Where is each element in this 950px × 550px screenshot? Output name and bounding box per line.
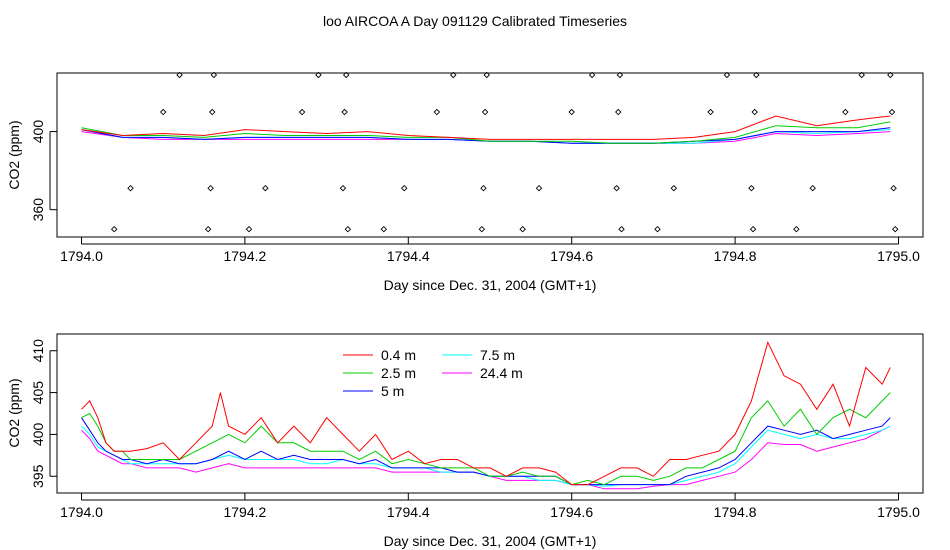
scatter-point — [208, 108, 216, 116]
scatter-point — [535, 184, 543, 192]
x-tick-label: 1794.6 — [550, 248, 593, 264]
scatter-point — [670, 184, 678, 192]
scatter-point — [891, 225, 899, 233]
x-tick-label: 1794.0 — [60, 248, 103, 264]
x-tick-label: 1794.8 — [714, 248, 757, 264]
x-tick-label: 1794.6 — [550, 504, 593, 520]
bottom-axes: 1794.0 1794.2 1794.4 1794.6 1794.8 1795.0 395 4… — [30, 339, 920, 520]
bottom-x-axis-label: Day since Dec. 31, 2004 (GMT+1) — [384, 533, 597, 549]
scatter-point — [481, 108, 489, 116]
scatter-point — [887, 71, 894, 79]
scatter-point — [748, 184, 755, 192]
scatter-point — [749, 225, 757, 233]
scatter-point — [888, 108, 896, 116]
scatter-point — [245, 225, 253, 233]
scatter-point — [341, 108, 348, 116]
x-tick-label: 1794.4 — [387, 504, 430, 520]
scatter-point — [615, 108, 622, 116]
scatter-point — [315, 71, 322, 79]
legend-entry: 0.4 m — [381, 347, 416, 363]
legend-entry: 5 m — [381, 383, 404, 399]
scatter-point — [204, 225, 212, 233]
y-tick-label: 410 — [30, 339, 46, 363]
y-tick-label: 405 — [30, 381, 46, 405]
y-tick-label: 400 — [30, 423, 46, 447]
scatter-point — [707, 108, 714, 116]
scatter-point — [480, 184, 487, 192]
scatter-point — [210, 71, 218, 79]
scatter-point — [127, 184, 134, 192]
scatter-point — [890, 184, 897, 192]
bottom-plot-frame — [56, 333, 924, 494]
scatter-point — [262, 184, 269, 192]
bottom-y-axis-label: CO2 (ppm) — [6, 378, 22, 447]
y-tick-label: 360 — [30, 198, 46, 222]
top-panel: 1794.0 1794.2 1794.4 1794.6 1794.8 1795.0 360 4… — [6, 71, 924, 293]
scatter-point — [654, 225, 661, 233]
scatter-point — [753, 71, 760, 79]
scatter-point — [809, 184, 816, 192]
top-y-axis-label: CO2 (ppm) — [6, 120, 22, 189]
legend-entry: 7.5 m — [480, 347, 515, 363]
scatter-point — [568, 108, 575, 116]
scatter-point — [400, 184, 408, 192]
scatter-point — [433, 108, 441, 116]
scatter-point — [339, 184, 347, 192]
top-axes: 1794.0 1794.2 1794.4 1794.6 1794.8 1795.0 360 4… — [30, 120, 920, 264]
scatter-point — [751, 108, 758, 116]
scatter-point — [842, 108, 849, 116]
x-tick-label: 1794.0 — [60, 504, 103, 520]
bottom-marks — [81, 341, 891, 490]
scatter-point — [176, 71, 183, 79]
x-tick-label: 1794.2 — [223, 248, 266, 264]
x-tick-label: 1795.0 — [877, 504, 920, 520]
scatter-point — [159, 108, 167, 116]
legend-entry: 2.5 m — [381, 365, 416, 381]
figure-title: loo AIRCOA A Day 091129 Calibrated Times… — [323, 13, 627, 29]
series-line-0-4-m — [81, 115, 891, 140]
scatter-point — [110, 225, 118, 233]
scatter-point — [588, 71, 596, 79]
scatter-point — [616, 71, 624, 79]
scatter-point — [793, 225, 800, 233]
scatter-point — [519, 225, 526, 233]
top-x-axis-label: Day since Dec. 31, 2004 (GMT+1) — [384, 277, 597, 293]
scatter-point — [207, 184, 214, 192]
scatter-point — [449, 71, 457, 79]
scatter-point — [858, 71, 865, 79]
series-line-2-5-m — [81, 392, 891, 486]
y-tick-label: 400 — [30, 120, 46, 144]
scatter-point — [483, 71, 490, 79]
bottom-panel: 1794.0 1794.2 1794.4 1794.6 1794.8 1795.0 395 4… — [6, 333, 924, 549]
series-line-2-5-m — [81, 121, 891, 144]
scatter-point — [613, 184, 620, 192]
scatter-point — [618, 225, 625, 233]
scatter-point — [344, 225, 352, 233]
x-tick-label: 1794.4 — [387, 248, 430, 264]
series-line-0-4-m — [81, 341, 891, 486]
top-marks — [81, 71, 899, 233]
scatter-point — [723, 71, 731, 79]
scatter-point — [342, 71, 350, 79]
x-tick-label: 1794.8 — [714, 504, 757, 520]
scatter-point — [380, 225, 388, 233]
x-tick-label: 1794.2 — [223, 504, 266, 520]
bottom-legend: 0.4 m 2.5 m 5 m 7.5 m 24.4 m — [343, 347, 523, 399]
top-plot-frame — [56, 72, 924, 238]
y-tick-label: 395 — [30, 464, 46, 488]
scatter-point — [478, 225, 486, 233]
legend-entry: 24.4 m — [480, 365, 523, 381]
x-tick-label: 1795.0 — [877, 248, 920, 264]
series-line-5-m — [81, 417, 891, 486]
scatter-point — [298, 108, 306, 116]
